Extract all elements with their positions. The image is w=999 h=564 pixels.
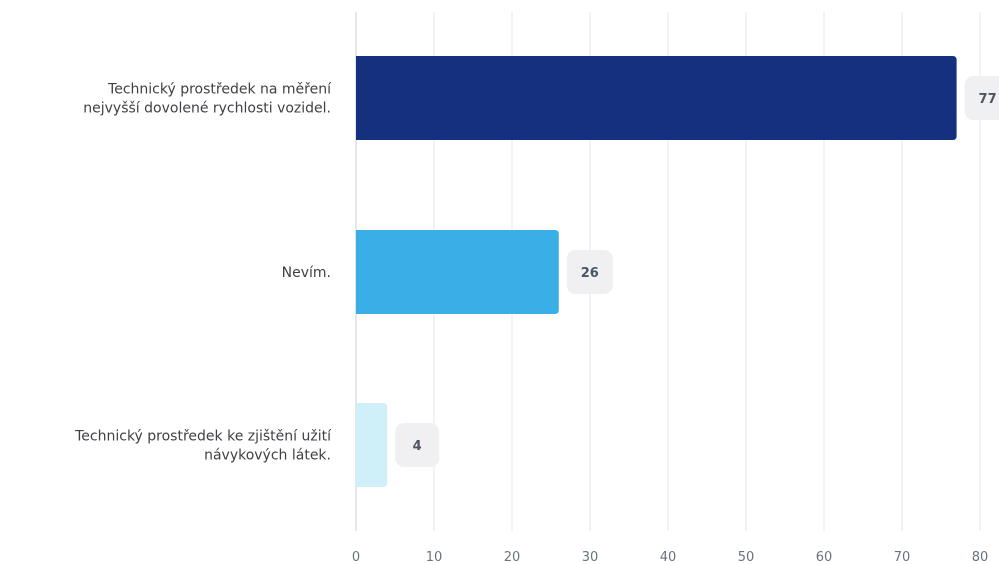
category-label-line: nejvyšší dovolené rychlosti vozidel. [83, 101, 331, 117]
value-label-2: 4 [413, 439, 422, 454]
category-label-line: Technický prostředek na měření [107, 82, 332, 98]
value-badge-2 [395, 423, 440, 467]
x-tick-label-0: 0 [352, 550, 360, 564]
category-label-line: Nevím. [282, 265, 331, 281]
x-tick-label-30: 30 [582, 550, 599, 564]
category-label-line: Technický prostředek ke zjištění užití [74, 429, 332, 445]
bar-2 [356, 403, 388, 487]
x-tick-label-80: 80 [972, 550, 989, 564]
category-labels: Technický prostředek na měření nejvyšší d… [74, 82, 332, 464]
x-tick-label-40: 40 [660, 550, 677, 564]
x-tick-label-20: 20 [504, 550, 521, 564]
bar-1 [356, 230, 559, 314]
x-tick-label-60: 60 [816, 550, 833, 564]
category-label-line: návykových látek. [204, 448, 331, 464]
value-label-1: 26 [581, 266, 599, 281]
x-axis-ticks: 0 10 20 30 40 50 60 70 80 [352, 550, 988, 564]
bars: 77 26 4 [356, 56, 999, 487]
category-label-0: Technický prostředek na měření nejvyšší d… [83, 82, 332, 117]
value-badge-1 [566, 250, 613, 294]
category-label-2: Technický prostředek ke zjištění užití ná… [74, 429, 332, 464]
x-tick-label-50: 50 [738, 550, 755, 564]
x-tick-label-70: 70 [894, 550, 911, 564]
category-label-1: Nevím. [282, 265, 331, 281]
x-tick-label-10: 10 [426, 550, 443, 564]
value-label-0: 77 [979, 92, 997, 107]
bar-0 [356, 56, 957, 140]
value-badge-0 [964, 76, 999, 120]
